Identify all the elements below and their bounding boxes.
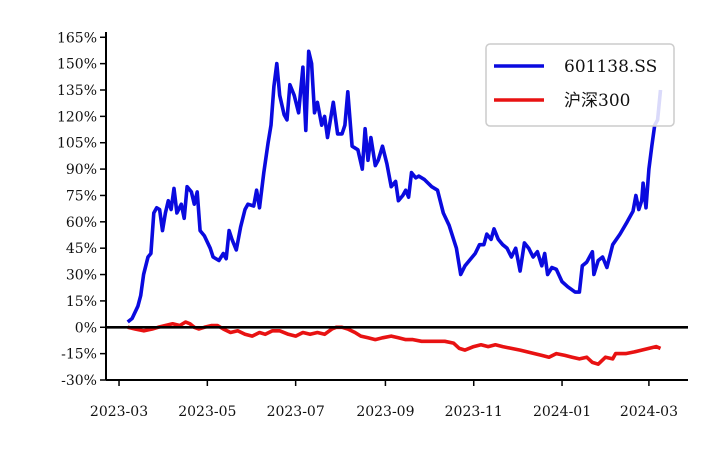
x-tick-label: 2024-03: [620, 404, 678, 420]
legend-label: 601138.SS: [564, 57, 657, 77]
x-tick-label: 2024-01: [533, 404, 591, 420]
legend-label: 沪深300: [564, 91, 630, 111]
y-tick-label: 30%: [66, 268, 97, 284]
y-tick-label: -15%: [61, 347, 97, 363]
x-tick-label: 2023-11: [445, 404, 503, 420]
x-tick-label: 2023-05: [178, 404, 236, 420]
y-tick-label: 150%: [57, 57, 97, 73]
y-tick-label: 60%: [66, 215, 97, 231]
y-tick-label: 75%: [66, 188, 97, 204]
y-tick-label: 0%: [75, 320, 97, 336]
y-tick-label: 105%: [57, 136, 97, 152]
y-tick-label: -30%: [61, 373, 97, 389]
y-tick-label: 120%: [57, 109, 97, 125]
x-tick-label: 2023-03: [90, 404, 148, 420]
x-tick-label: 2023-09: [356, 404, 414, 420]
y-tick-label: 165%: [57, 30, 97, 46]
plot-lines: [106, 49, 688, 366]
axes: -30% -15% 0% 15% 30% 45% 60% 75% 90% 105% 120% 135%…: [57, 30, 688, 420]
y-tick-label: 135%: [57, 83, 97, 99]
y-tick-label: 45%: [66, 241, 97, 257]
y-tick-label: 15%: [66, 294, 97, 310]
series-line-stock: [126, 49, 663, 324]
legend: 601138.SS 沪深300: [485, 43, 675, 127]
x-tick-label: 2023-07: [267, 404, 325, 420]
y-tick-label: 90%: [66, 162, 97, 178]
